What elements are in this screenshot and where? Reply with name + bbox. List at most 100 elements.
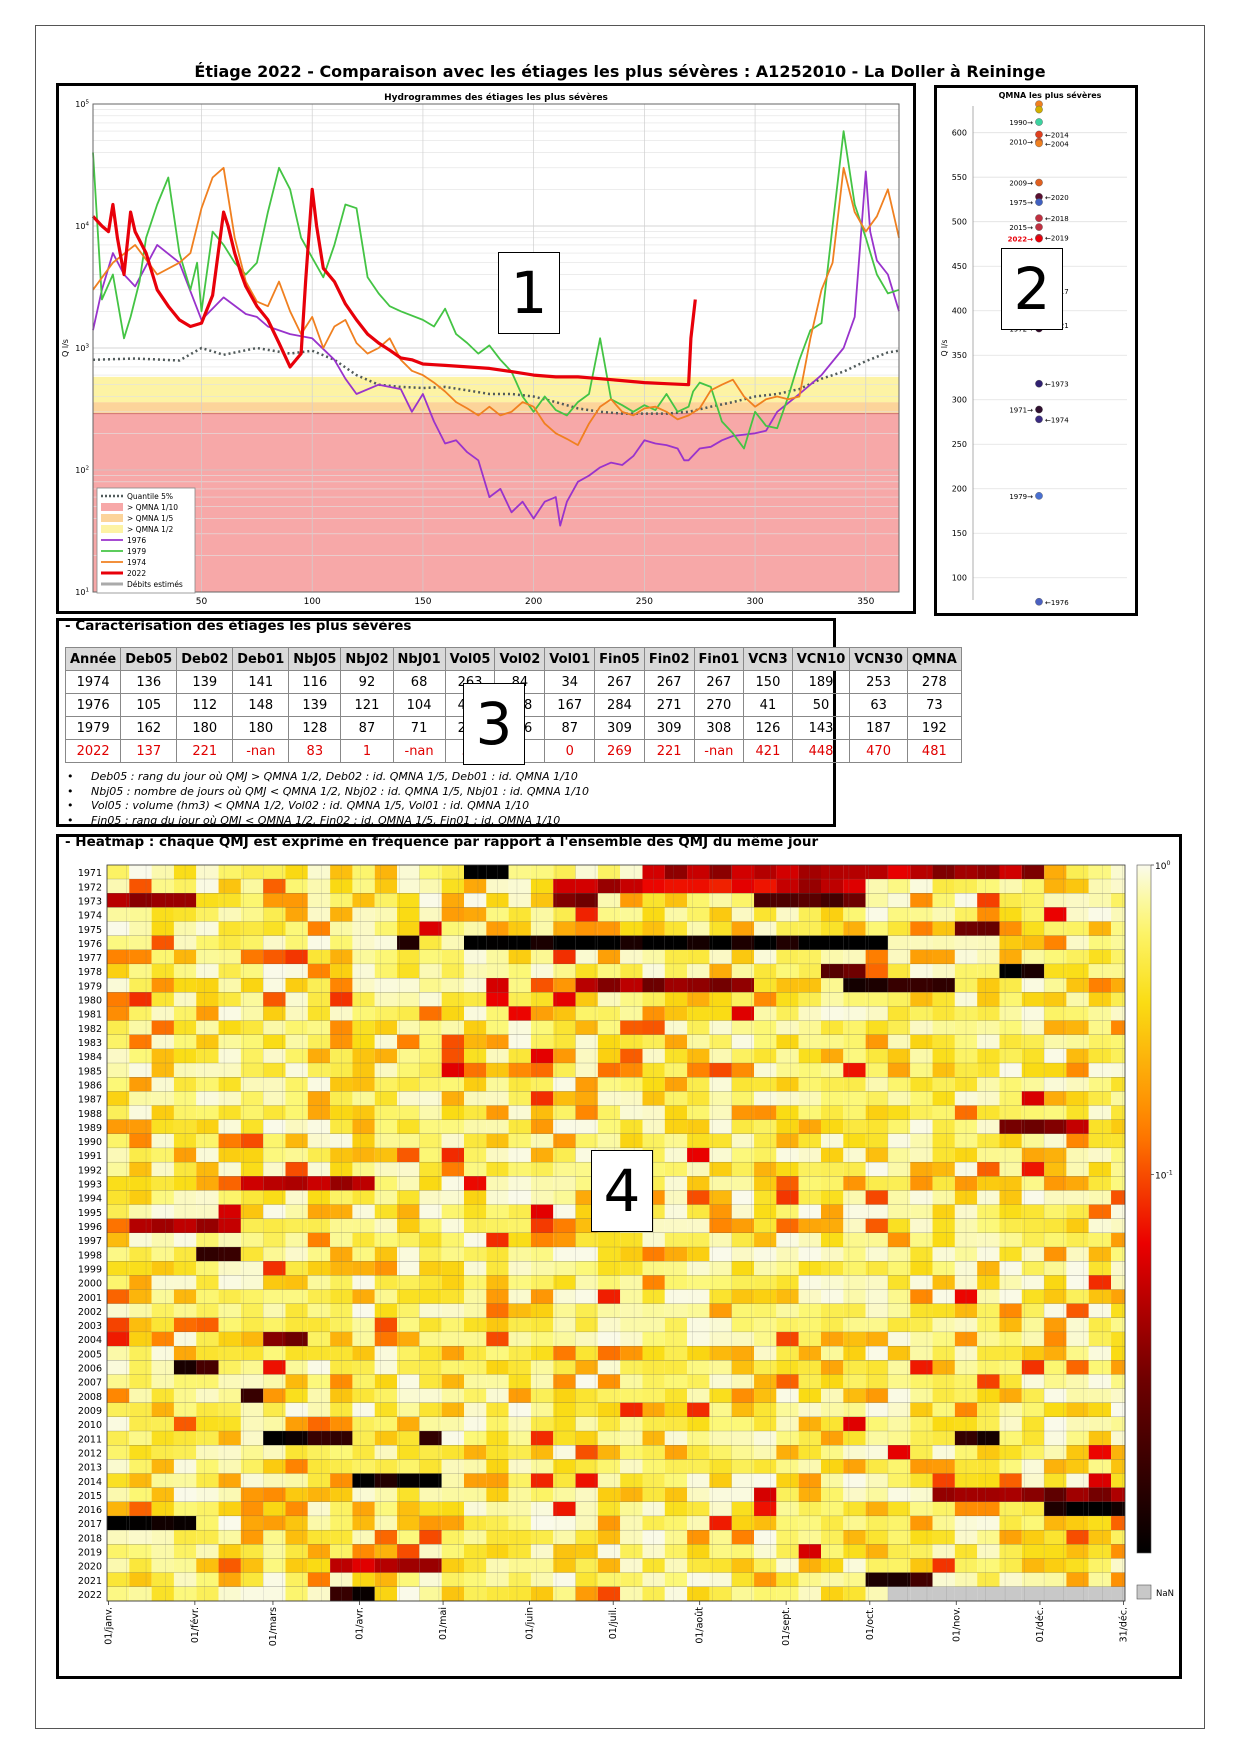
heat-cell <box>307 1020 331 1035</box>
heat-cell <box>1066 1431 1089 1446</box>
heat-cell <box>1044 893 1067 908</box>
heat-cell <box>887 1148 911 1163</box>
heat-cell <box>687 1020 710 1035</box>
series-line-1979 <box>92 130 900 450</box>
qmna-label: 1975→ <box>1009 199 1033 207</box>
heat-cell <box>1021 1516 1045 1531</box>
heat-cell <box>441 1473 464 1488</box>
heat-cell <box>129 1317 152 1333</box>
heat-cell <box>508 921 531 936</box>
heat-cell <box>754 1006 777 1021</box>
panel-number-2: 2 <box>1001 248 1063 330</box>
heat-cell <box>1066 1176 1089 1191</box>
heat-cell <box>687 1063 710 1078</box>
x-tick-label: 01/mai <box>438 1607 449 1640</box>
heat-cell <box>977 1289 1000 1304</box>
note-nbj: Nbj05 : nombre de jours où QMJ < QMNA 1/… <box>67 785 589 800</box>
heat-cell <box>1021 1332 1045 1347</box>
heat-cell <box>887 1006 911 1021</box>
heat-cell <box>977 1247 1000 1262</box>
heat-cell <box>910 1091 933 1106</box>
heat-cell <box>397 1459 420 1474</box>
heat-cell <box>575 1332 598 1347</box>
heat-cell <box>687 1346 710 1361</box>
heat-cell <box>1066 1148 1089 1163</box>
heat-cell <box>709 935 732 950</box>
heatmap-frame <box>106 864 1126 1602</box>
heat-cell <box>776 1431 799 1446</box>
heat-cell <box>932 1417 955 1432</box>
heat-cell <box>1021 865 1045 880</box>
heat-cell <box>352 1049 375 1064</box>
heat-cell <box>865 1431 888 1446</box>
year-label: 1978 <box>78 967 102 978</box>
heat-cell <box>843 1303 866 1318</box>
heat-cell <box>820 1388 844 1403</box>
heat-cell <box>419 1119 442 1134</box>
heat-cell <box>307 1374 331 1389</box>
heat-cell <box>620 1020 643 1035</box>
heat-cell <box>196 949 219 965</box>
heat-cell <box>575 1346 598 1361</box>
heat-cell <box>865 1176 888 1191</box>
heat-cell <box>530 1204 554 1219</box>
heat-cell <box>151 1020 174 1035</box>
heat-cell <box>307 1091 331 1106</box>
heat-cell <box>731 1572 755 1587</box>
heat-cell <box>1066 1218 1089 1233</box>
heat-cell <box>977 1473 1000 1488</box>
heat-cell <box>620 1374 643 1389</box>
heat-cell <box>820 1558 844 1573</box>
heat-cell <box>664 1332 688 1347</box>
heat-cell <box>374 1006 398 1021</box>
heat-cell <box>687 1077 710 1092</box>
heat-cell <box>553 1247 576 1262</box>
heat-cell <box>441 1006 464 1021</box>
heat-cell <box>285 1233 308 1248</box>
year-label: 2005 <box>78 1349 102 1360</box>
heat-cell <box>754 1190 777 1205</box>
heat-cell <box>285 865 308 880</box>
heat-cell <box>575 1119 598 1134</box>
heat-cell <box>107 1020 130 1035</box>
heat-cell <box>687 1091 710 1106</box>
heat-cell <box>218 1119 241 1134</box>
heat-cell <box>441 1247 464 1262</box>
heat-cell <box>352 1289 375 1304</box>
heat-cell <box>999 1530 1022 1545</box>
heat-cell <box>151 1473 174 1488</box>
heat-cell <box>910 1247 933 1262</box>
heat-cell <box>687 1176 710 1191</box>
heat-cell <box>530 1360 554 1375</box>
heat-cell <box>977 1148 1000 1163</box>
heat-cell <box>709 1162 732 1177</box>
heat-cell <box>397 1034 420 1049</box>
heat-cell <box>1111 1020 1125 1035</box>
heat-cell <box>397 1006 420 1021</box>
year-label: 1998 <box>78 1250 102 1261</box>
heat-cell <box>419 1133 442 1149</box>
heat-cell <box>865 1303 888 1318</box>
x-tick-label: 150 <box>414 597 431 607</box>
heat-cell <box>553 893 576 908</box>
heat-cell <box>843 1063 866 1078</box>
heat-cell <box>575 1233 598 1248</box>
heat-cell <box>285 1077 308 1092</box>
heat-cell <box>843 992 866 1007</box>
heat-cell <box>1088 1572 1112 1587</box>
heat-cell <box>196 1119 219 1134</box>
heat-cell <box>263 1586 286 1601</box>
table-cell: 126 <box>743 716 793 740</box>
heat-cell <box>553 1261 576 1276</box>
heat-cell <box>307 1105 331 1120</box>
heat-cell <box>597 907 621 922</box>
heat-cell <box>1044 1431 1067 1446</box>
heat-cell <box>1111 1530 1125 1545</box>
heat-cell <box>352 1445 375 1460</box>
heat-cell <box>1044 935 1067 950</box>
heat-cell <box>374 1077 398 1092</box>
heat-cell <box>664 1105 688 1120</box>
heat-cell <box>731 1218 755 1233</box>
heat-cell <box>910 1006 933 1021</box>
year-label: 1987 <box>78 1095 102 1106</box>
